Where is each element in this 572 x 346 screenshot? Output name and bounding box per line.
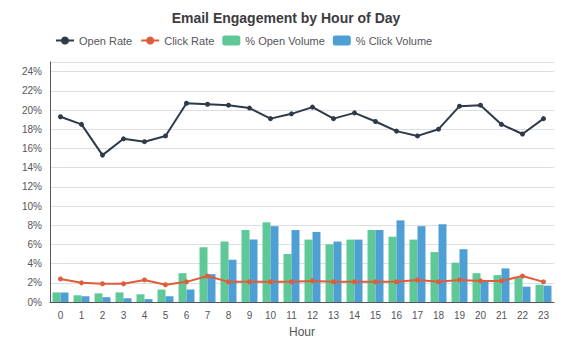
svg-text:5: 5 [163, 310, 169, 321]
svg-text:Email Engagement by Hour of Da: Email Engagement by Hour of Day [172, 10, 401, 26]
svg-text:16%: 16% [22, 143, 42, 154]
svg-text:14: 14 [349, 310, 361, 321]
svg-text:20: 20 [475, 310, 487, 321]
svg-text:4%: 4% [28, 258, 43, 269]
svg-text:9: 9 [247, 310, 253, 321]
svg-text:Click Rate: Click Rate [164, 35, 214, 47]
svg-text:15: 15 [370, 310, 382, 321]
svg-text:22%: 22% [22, 85, 42, 96]
svg-text:8: 8 [226, 310, 232, 321]
svg-text:6: 6 [184, 310, 190, 321]
svg-text:2%: 2% [28, 277, 43, 288]
svg-text:4: 4 [142, 310, 148, 321]
svg-text:% Open Volume: % Open Volume [245, 35, 325, 47]
svg-text:8%: 8% [28, 220, 43, 231]
svg-text:Hour: Hour [289, 325, 315, 339]
svg-text:18%: 18% [22, 124, 42, 135]
svg-text:1: 1 [79, 310, 85, 321]
svg-text:3: 3 [121, 310, 127, 321]
svg-text:12%: 12% [22, 181, 42, 192]
svg-text:13: 13 [328, 310, 340, 321]
svg-text:23: 23 [538, 310, 550, 321]
svg-text:16: 16 [391, 310, 403, 321]
svg-text:19: 19 [454, 310, 466, 321]
svg-text:12: 12 [307, 310, 319, 321]
svg-text:22: 22 [517, 310, 529, 321]
svg-text:Open Rate: Open Rate [79, 35, 132, 47]
svg-text:0%: 0% [28, 297, 43, 308]
svg-text:7: 7 [205, 310, 211, 321]
svg-text:10%: 10% [22, 201, 42, 212]
svg-text:10: 10 [265, 310, 277, 321]
svg-text:14%: 14% [22, 162, 42, 173]
svg-text:% Click Volume: % Click Volume [356, 35, 432, 47]
svg-text:18: 18 [433, 310, 445, 321]
svg-text:0: 0 [58, 310, 64, 321]
svg-text:17: 17 [412, 310, 424, 321]
svg-text:21: 21 [496, 310, 508, 321]
svg-text:6%: 6% [28, 239, 43, 250]
svg-text:11: 11 [286, 310, 297, 321]
svg-text:24%: 24% [22, 66, 42, 77]
svg-text:20%: 20% [22, 105, 42, 116]
svg-text:2: 2 [100, 310, 106, 321]
